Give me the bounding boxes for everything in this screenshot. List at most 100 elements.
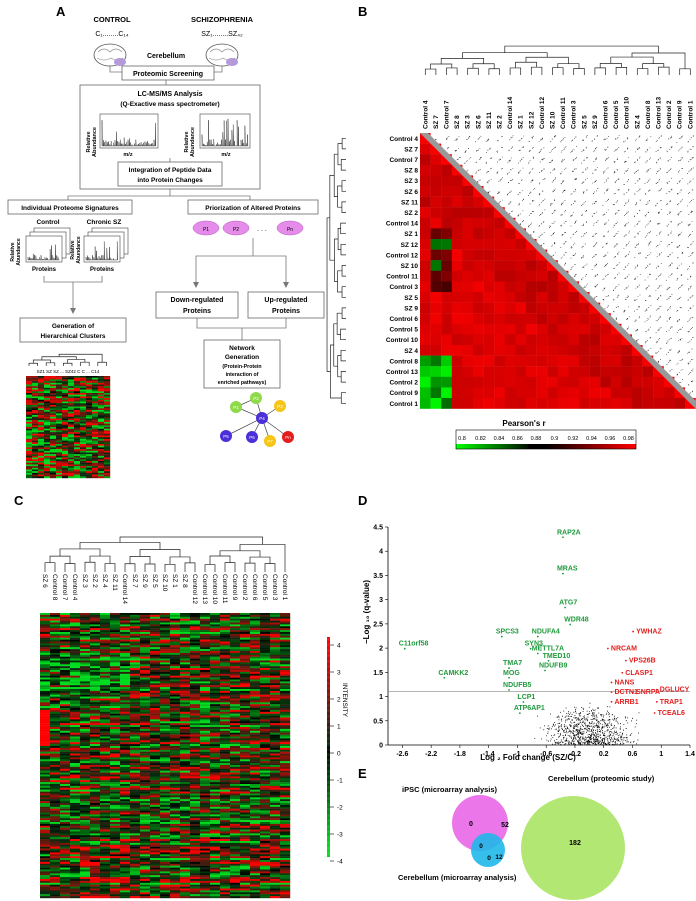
heatmap-cell [200, 670, 211, 673]
scatter-cell [674, 164, 685, 176]
heatmap-cell [70, 768, 81, 771]
correlation-cell [579, 313, 590, 324]
heatmap-cell [220, 616, 231, 619]
heatmap-cell [38, 471, 45, 474]
scatter-cell [483, 186, 495, 197]
heatmap-cell [130, 622, 141, 625]
scatter-cell [674, 239, 685, 250]
correlation-cell [600, 355, 611, 367]
correlation-cell [610, 334, 622, 346]
heatmap-cell [140, 757, 151, 760]
heatmap-cell [60, 632, 71, 635]
heatmap-cell [80, 654, 91, 657]
correlation-cell [579, 376, 590, 388]
heatmap-cell [50, 772, 61, 775]
heatmap-cell [92, 382, 99, 385]
scatter-points [466, 136, 471, 140]
scatter-points [626, 316, 630, 320]
heatmap-cell [190, 673, 201, 676]
heatmap-cell [270, 778, 281, 781]
heatmap-cell [260, 784, 271, 787]
heatmap-cell [200, 822, 211, 825]
heatmap-cell [190, 709, 201, 712]
heatmap-cell [210, 776, 221, 779]
heatmap-cell [130, 719, 141, 722]
heatmap-cell [280, 774, 291, 777]
heatmap-cell [230, 708, 241, 711]
heatmap-cell [270, 761, 281, 764]
heatmap-cell [220, 766, 231, 769]
heatmap-cell [200, 820, 211, 823]
heatmap-cell [26, 403, 33, 406]
heatmap-cell [86, 472, 93, 475]
heatmap-cell [110, 719, 121, 722]
scatter-cell [473, 154, 484, 165]
correlation-cell [441, 207, 452, 218]
heatmap-cell [220, 742, 231, 745]
heatmap-cell [38, 411, 45, 414]
heatmap-cell [90, 728, 101, 731]
heatmap-cell [130, 789, 141, 792]
heatmap-cell [210, 785, 221, 788]
heatmap-column-labels: SZ1 SZ SZ ... SZ42 C C ... C14 [37, 369, 100, 374]
heatmap-cell [180, 801, 191, 804]
heatmap-cell [70, 791, 81, 794]
heatmap-cell [210, 784, 221, 787]
scatter-points [571, 168, 577, 172]
heatmap-cell [150, 660, 161, 663]
chronic-sz-spectra-stack [83, 227, 129, 263]
heatmap-cell [26, 386, 33, 389]
heatmap-cell [230, 723, 241, 726]
correlation-cell [451, 270, 463, 282]
correlation-cell [473, 355, 484, 367]
heatmap-cell [180, 666, 191, 669]
column-label: SZ 2 [91, 574, 98, 588]
heatmap-cell [50, 411, 57, 414]
heatmap-cell [68, 379, 75, 382]
legend-swatch [514, 444, 517, 449]
heatmap-cell [104, 391, 111, 394]
heatmap-cell [260, 613, 271, 616]
heatmap-cell [200, 784, 211, 787]
heatmap-cell [180, 664, 191, 667]
heatmap-cell [130, 666, 141, 669]
heatmap-cell [140, 662, 151, 665]
heatmap-cell [120, 675, 131, 678]
heatmap-cell [240, 719, 251, 722]
scatter-points [687, 199, 694, 207]
heatmap-cell [180, 744, 191, 747]
heatmap-cell [260, 787, 271, 790]
heatmap-cell [120, 671, 131, 674]
heatmap-cell [270, 770, 281, 773]
correlation-cell [515, 302, 527, 314]
scatter-cell [632, 334, 643, 345]
scatter-points [517, 167, 524, 174]
heatmap-cell [130, 744, 141, 747]
heatmap-cell [250, 778, 261, 781]
heatmap-cell [40, 670, 51, 673]
heatmap-cell [230, 803, 241, 806]
heatmap-cell [250, 736, 261, 739]
correlation-cell [483, 387, 495, 399]
heatmap-cell [210, 812, 221, 815]
heatmap-cell [150, 715, 161, 718]
heatmap-cell [32, 438, 39, 441]
heatmap-cell [32, 464, 39, 467]
heatmap-cell [170, 660, 181, 663]
heatmap-cell [100, 820, 111, 823]
heatmap-cell [150, 658, 161, 661]
heatmap-cell [140, 810, 151, 813]
heatmap-cell [220, 759, 231, 762]
heatmap-cell [38, 415, 45, 417]
heatmap-cell [200, 652, 211, 655]
scatter-points [486, 147, 492, 153]
heatmap-cell [140, 628, 151, 631]
heatmap-cell [56, 444, 63, 446]
heatmap-cell [240, 685, 251, 688]
correlation-cell [441, 334, 452, 346]
heatmap-cell [80, 454, 87, 457]
heatmap-cell [120, 818, 131, 821]
heatmap-cell [270, 820, 281, 823]
scatter-points [645, 200, 650, 205]
heatmap-cell [150, 700, 161, 703]
